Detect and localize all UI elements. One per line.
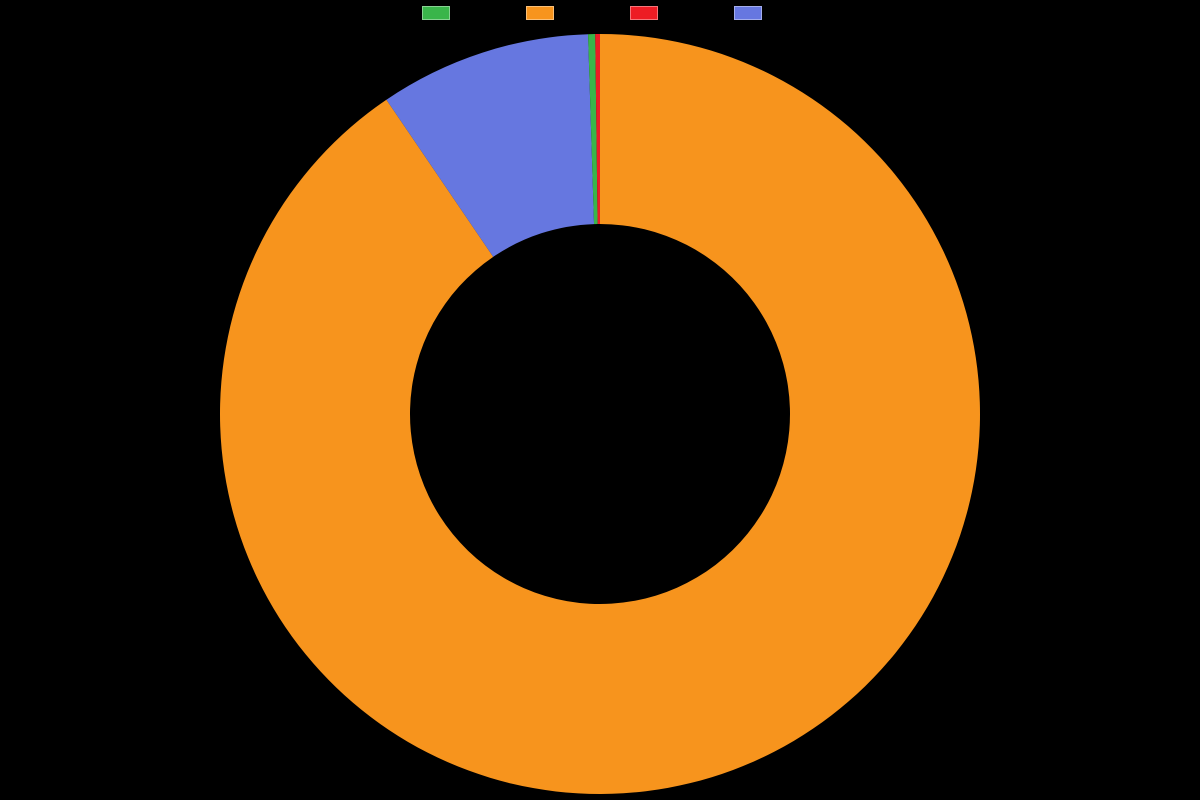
donut-chart [0, 28, 1200, 800]
chart-page: { "canvas": { "width": 1200, "height": 8… [0, 0, 1200, 800]
legend-item-3 [734, 6, 778, 20]
legend-item-2 [630, 6, 674, 20]
legend-swatch-3 [734, 6, 762, 20]
legend-swatch-2 [630, 6, 658, 20]
donut-chart-container [0, 28, 1200, 800]
legend-item-1 [526, 6, 570, 20]
legend-label-2 [664, 6, 674, 20]
legend-label-0 [456, 6, 466, 20]
legend-label-3 [768, 6, 778, 20]
legend-swatch-1 [526, 6, 554, 20]
legend [0, 6, 1200, 20]
legend-label-1 [560, 6, 570, 20]
legend-item-0 [422, 6, 466, 20]
legend-swatch-0 [422, 6, 450, 20]
